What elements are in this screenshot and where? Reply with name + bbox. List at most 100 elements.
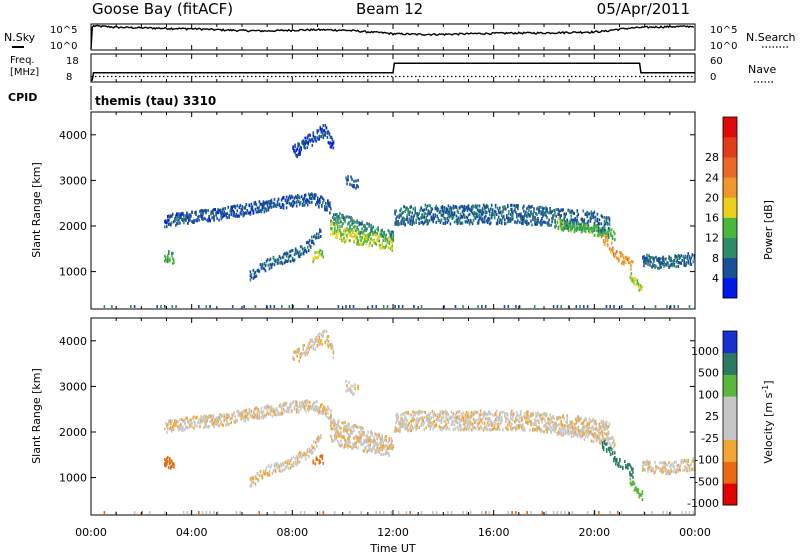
range-cell bbox=[535, 412, 537, 415]
range-cell bbox=[677, 463, 679, 467]
range-cell bbox=[518, 214, 520, 218]
range-cell bbox=[184, 218, 186, 222]
range-cell bbox=[326, 338, 329, 342]
range-cell bbox=[309, 338, 311, 342]
range-cell bbox=[286, 459, 289, 463]
range-cell bbox=[299, 245, 302, 249]
range-cell bbox=[637, 490, 640, 494]
range-cell bbox=[186, 213, 188, 217]
range-cell bbox=[277, 261, 280, 265]
range-cell bbox=[165, 258, 167, 261]
range-cell bbox=[416, 411, 418, 415]
range-cell bbox=[171, 459, 173, 463]
range-cell bbox=[511, 422, 513, 426]
range-cell bbox=[358, 223, 360, 227]
range-cell bbox=[389, 238, 392, 242]
range-cell bbox=[622, 260, 624, 264]
range-cell bbox=[220, 213, 222, 217]
range-cell bbox=[429, 424, 432, 428]
range-cell bbox=[628, 261, 630, 265]
range-cell bbox=[676, 258, 678, 262]
range-cell bbox=[133, 511, 136, 514]
range-cell bbox=[318, 204, 320, 208]
range-cell bbox=[571, 209, 573, 213]
range-cell bbox=[488, 210, 491, 213]
range-cell bbox=[662, 263, 664, 266]
range-cell bbox=[329, 135, 332, 139]
range-cell bbox=[551, 420, 553, 424]
range-cell bbox=[541, 217, 543, 220]
range-cell bbox=[535, 212, 537, 215]
range-cell bbox=[291, 463, 294, 467]
range-cell bbox=[279, 256, 282, 260]
range-cell bbox=[457, 216, 460, 220]
range-cell bbox=[595, 225, 598, 229]
range-cell bbox=[272, 205, 275, 208]
range-cell bbox=[470, 208, 473, 212]
range-cell bbox=[332, 231, 334, 234]
range-cell bbox=[677, 260, 679, 264]
range-cell bbox=[605, 216, 608, 220]
range-cell bbox=[543, 220, 545, 224]
range-cell bbox=[603, 441, 606, 445]
range-cell bbox=[313, 235, 315, 239]
range-cell bbox=[296, 154, 298, 158]
range-cell bbox=[349, 230, 351, 234]
range-cell bbox=[604, 222, 607, 226]
power-colorbar-bin bbox=[723, 157, 737, 178]
range-cell bbox=[297, 252, 300, 256]
range-cell bbox=[660, 469, 662, 473]
range-cell bbox=[303, 144, 305, 148]
range-cell bbox=[445, 416, 448, 420]
range-cell bbox=[177, 425, 179, 429]
range-cell bbox=[597, 232, 600, 236]
range-cell bbox=[421, 216, 423, 219]
range-cell bbox=[541, 417, 543, 421]
range-cell bbox=[329, 201, 331, 205]
range-cell bbox=[174, 219, 176, 223]
range-cell bbox=[574, 417, 577, 421]
range-cell bbox=[484, 214, 487, 218]
range-cell bbox=[233, 204, 235, 208]
range-cell bbox=[198, 218, 200, 222]
range-cell bbox=[375, 433, 377, 437]
range-cell bbox=[376, 441, 378, 445]
range-cell bbox=[247, 211, 250, 215]
range-cell bbox=[452, 427, 455, 431]
range-cell bbox=[381, 438, 383, 442]
range-cell bbox=[584, 223, 587, 227]
range-cell bbox=[342, 214, 344, 217]
range-cell bbox=[479, 216, 482, 220]
range-cell bbox=[296, 147, 298, 151]
range-cell bbox=[261, 474, 264, 478]
range-cell bbox=[432, 511, 434, 514]
range-cell bbox=[457, 415, 460, 419]
velocity-colorbar-tick: 1000 bbox=[691, 345, 719, 358]
range-cell bbox=[311, 451, 313, 455]
range-cell bbox=[192, 221, 194, 224]
range-cell bbox=[348, 440, 350, 444]
range-cell bbox=[377, 237, 379, 241]
range-cell bbox=[572, 225, 575, 229]
range-cell bbox=[535, 414, 537, 418]
range-cell bbox=[282, 402, 285, 406]
range-cell bbox=[566, 420, 568, 424]
range-cell bbox=[334, 228, 336, 232]
range-cell bbox=[276, 258, 279, 262]
range-cell bbox=[254, 275, 257, 278]
range-cell bbox=[609, 250, 612, 254]
range-cell bbox=[309, 193, 312, 197]
range-cell bbox=[509, 423, 511, 427]
range-cell bbox=[350, 384, 352, 388]
range-cell bbox=[500, 218, 502, 222]
range-cell bbox=[296, 349, 298, 353]
range-cell bbox=[299, 451, 302, 455]
range-cell bbox=[365, 234, 367, 238]
range-cell bbox=[338, 221, 340, 225]
range-cell bbox=[528, 417, 530, 421]
range-cell bbox=[669, 259, 671, 262]
range-cell bbox=[608, 422, 611, 426]
range-cell bbox=[404, 223, 406, 227]
range-cell bbox=[297, 254, 300, 258]
range-cell bbox=[425, 418, 428, 422]
